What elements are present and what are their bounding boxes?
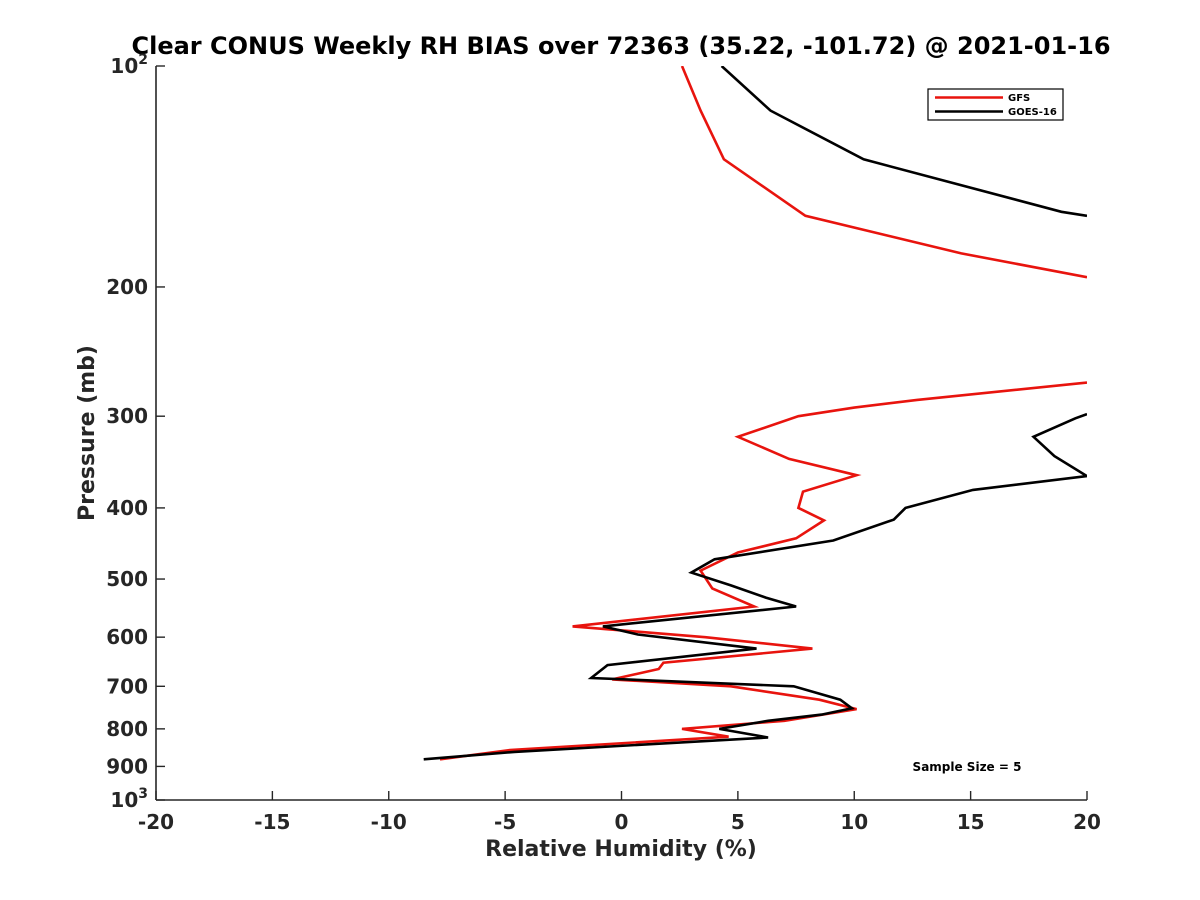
x-tick-label: 15 (957, 810, 985, 834)
y-tick-label: 700 (106, 674, 148, 698)
y-tick-label: 800 (106, 717, 148, 741)
series-1-segment-0 (720, 66, 1087, 218)
legend-label-goes16: GOES-16 (1008, 107, 1057, 118)
sample-size-annotation: Sample Size = 5 (913, 760, 1022, 774)
legend-label-gfs: GFS (1008, 93, 1030, 104)
y-tick-label: 500 (106, 567, 148, 591)
x-tick-label: -10 (371, 810, 407, 834)
x-tick-label: 10 (840, 810, 868, 834)
y-tick-label: 102 (110, 52, 148, 78)
y-tick-label: 103 (110, 786, 148, 812)
series-layer (423, 66, 1087, 761)
y-tick-label: 400 (106, 496, 148, 520)
x-tick-label: -15 (254, 810, 290, 834)
legend: GFS GOES-16 (927, 88, 1064, 121)
x-tick-label: -5 (494, 810, 516, 834)
y-axis-label: Pressure (mb) (75, 345, 100, 521)
series-0-segment-0 (680, 66, 1087, 279)
x-tick-label: 5 (731, 810, 745, 834)
y-tick-label: 900 (106, 754, 148, 778)
chart-title: Clear CONUS Weekly RH BIAS over 72363 (3… (131, 32, 1110, 60)
plot-area (156, 66, 1087, 800)
y-tick-label: 600 (106, 625, 148, 649)
x-axis-label: Relative Humidity (%) (485, 837, 757, 862)
axes-layer: -20 -15 -10 -5 0 5 10 15 20 102 200 300 400 500 600 700… (106, 52, 1101, 834)
legend-box (927, 88, 1064, 121)
x-tick-label: -20 (138, 810, 174, 834)
x-tick-label: 0 (615, 810, 629, 834)
y-tick-label: 200 (106, 275, 148, 299)
series-1-segment-1 (423, 412, 1087, 761)
x-tick-label: 20 (1073, 810, 1101, 834)
y-tick-label: 300 (106, 404, 148, 428)
